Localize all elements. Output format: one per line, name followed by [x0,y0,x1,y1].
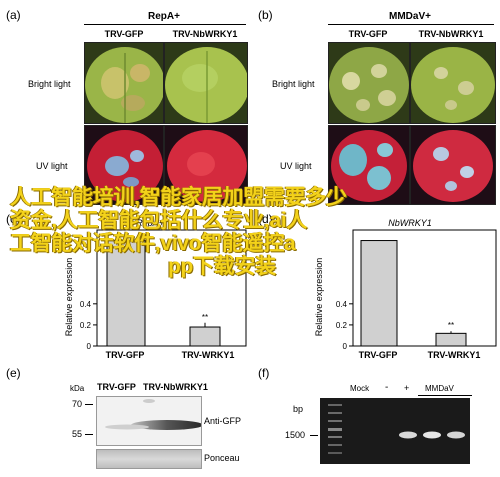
panel-e-tick-70 [85,404,93,405]
chart-d-bar-trv-gfp [360,240,398,347]
chart-c-ytick-label: 0.4 [80,300,92,309]
chart-d-ytick-label: 0.2 [336,321,348,330]
chart-c-xlabel-1: TRV-WRKY1 [182,350,235,360]
chart-d-title: NbWRKY1 [388,218,432,228]
panel-f-bp: bp [293,404,304,414]
panel-a-letter: (a) [6,8,21,22]
overlay-text-line3: 工智能对话软件,vivo智能遥控a [10,232,296,255]
chart-d-xlabel-1: TRV-WRKY1 [428,350,481,360]
panel-e-band-label: Anti-GFP [204,416,242,426]
row-label-bright-a: Bright light [28,79,71,89]
chart-d-frame [352,229,497,347]
panel-a-treatment: RepA+ [148,11,180,22]
panel-e-blot [96,396,202,446]
panel-f-virus: MMDaV [425,384,454,393]
panel-b-header-line [328,24,494,25]
chart-c: RepA+ Relative expression 0.4 0.2 0 ** TRV… [64,218,247,360]
panel-f-virus-line [418,395,472,396]
chart-d: NbWRKY1 Relative expression 0.4 0.2 0 ** T… [314,218,497,360]
panel-f-tick-1500 [310,435,318,436]
panel-e-ponceau-strip [96,449,202,469]
panel-e-tick-55 [85,434,93,435]
chart-d-ytick-label: 0.4 [336,300,348,309]
chart-d-ytick-label: 0 [343,342,348,351]
chart-c-significance: ** [202,313,208,322]
panel-f-letter: (f) [258,366,270,380]
chart-c-title: RepA+ [136,218,164,228]
photo-a-bright-wrky1 [164,42,248,124]
photo-a-bright-gfp [84,42,164,124]
row-label-uv-b: UV light [280,161,312,171]
panel-b-col2: TRV-NbWRKY1 [418,29,484,39]
panel-f-minus: - [385,382,389,393]
chart-c-bar-trv-wrky1 [189,326,221,347]
panel-b-treatment: MMDaV+ [389,11,431,22]
overlay-text-line2: 资金,人工智能包括什么专业,ai人 [10,209,308,232]
row-label-bright-b: Bright light [272,79,315,89]
panel-f-plus: + [404,383,410,393]
photo-b-uv-gfp [328,125,410,205]
chart-d-significance: ** [448,321,454,330]
chart-d-ylabel: Relative expression [314,258,324,337]
panel-a-col2: TRV-NbWRKY1 [172,29,238,39]
panel-e-lane2: TRV-NbWRKY1 [143,382,208,392]
panel-f-gel [320,398,470,464]
chart-c-ytick-label: 0.2 [80,321,92,330]
panel-e-letter: (e) [6,366,21,380]
chart-c-ylabel: Relative expression [64,258,74,337]
panel-f-marker-1500: 1500 [285,430,306,440]
chart-c-bar-trv-gfp [106,240,146,347]
panel-d-letter: (d) [258,212,273,226]
panel-e-kda: kDa [70,384,85,393]
chart-d-xlabel-0: TRV-GFP [359,350,398,360]
chart-c-ytick-label: 0 [87,342,92,351]
photo-a-uv-wrky1 [164,125,248,205]
overlay-text-line4: pp下载安装 [168,255,276,278]
panel-e-lane1: TRV-GFP [97,382,136,392]
photo-b-bright-wrky1 [410,42,496,124]
chart-c-frame [96,229,247,347]
panel-c-letter: (c) [6,212,20,226]
panel-b-col1: TRV-GFP [348,29,388,39]
panel-a-header-line [84,24,246,25]
chart-d-bar-trv-wrky1 [435,332,467,347]
panel-a-col1: TRV-GFP [104,29,144,39]
panel-b-letter: (b) [258,8,273,22]
photo-b-bright-gfp [328,42,410,124]
photo-b-uv-wrky1 [410,125,496,205]
panel-f-mock: Mock [350,384,370,393]
panel-e-marker-70: 70 [72,399,83,409]
photo-a-uv-gfp [84,125,164,205]
panel-e-loading-label: Ponceau [204,453,240,463]
chart-c-xlabel-0: TRV-GFP [106,350,145,360]
row-label-uv-a: UV light [36,161,68,171]
overlay-text-line1: 人工智能培训,智能家居加盟需要多少 [10,186,347,209]
panel-e-marker-55: 55 [72,429,83,439]
